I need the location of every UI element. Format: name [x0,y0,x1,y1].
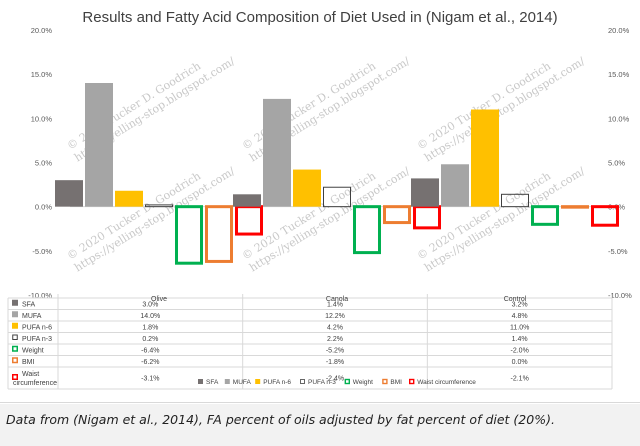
table-cell: -2.1% [511,376,529,383]
legend-label: PUFA n-3 [308,379,336,386]
table-cell: 0.0% [512,359,528,366]
y-tick-right: 20.0% [608,26,630,35]
watermark-layer: © 2020 Tucker D. Goodrich https://yelling… [65,54,588,274]
chart-title: Results and Fatty Acid Composition of Di… [82,9,557,26]
bar [413,205,441,230]
bar [383,205,411,225]
legend-swatch [300,379,305,384]
table-cell: 2.2% [327,336,343,343]
legend-swatch [382,378,388,385]
bar [115,190,143,207]
y-tick-left: 15.0% [31,70,53,79]
bar [175,205,203,265]
y-tick-left: 20.0% [31,26,53,35]
bar [441,164,469,207]
chart-svg: Results and Fatty Acid Composition of Di… [7,9,632,390]
bar [55,180,83,207]
y-tick-right: 15.0% [608,70,630,79]
row-label: MUFA [22,313,42,320]
legend-swatch [409,378,415,385]
legend-swatch [255,379,261,384]
bar [293,169,321,207]
legend-label: MUFA [233,379,252,386]
table-cell: 3.0% [142,301,158,308]
y-tick-left: 5.0% [35,159,52,168]
bar [145,204,173,208]
table-cell: 3.2% [512,301,528,308]
table-cell: -1.8% [326,359,344,366]
table-cell: 11.0% [510,324,529,331]
legend-label: SFA [206,379,219,386]
row-label: Waist [22,371,39,378]
data-table: Olive Canola Control SFA 3.0% 1.4% 3.2% MUFA 14.… [7,294,613,390]
table-cell: 1.4% [512,336,528,343]
table-cell: -5.2% [326,347,344,354]
row-swatch [12,374,18,380]
table-cell: 12.2% [325,313,345,320]
row-label: PUFA n-6 [22,324,52,331]
y-tick-right: -10.0% [608,291,632,300]
y-tick-left: 10.0% [31,114,53,123]
table-cell: -6.2% [141,359,159,366]
bar [501,193,529,208]
chart-frame: Results and Fatty Acid Composition of Di… [0,9,640,403]
row-label: circumference [13,380,57,387]
y-tick-left: 0.0% [35,203,52,212]
bar [85,83,113,207]
watermark: © 2020 Tucker D. Goodrichhttps://yelling… [415,54,588,164]
y-tick-left: -10.0% [28,291,52,300]
y-tick-left: -5.0% [32,247,52,256]
row-swatch [12,357,18,364]
table-cell: -2.4% [326,376,344,383]
bars-layer [55,83,619,265]
table-cell: 1.8% [142,324,158,331]
caption-band [0,404,640,446]
row-label: PUFA n-3 [22,336,52,343]
row-swatch [12,299,18,306]
watermark-text: https://yelling-stop.blogspot.com/ [422,54,587,164]
row-label: Weight [22,347,44,354]
legend-label: Weight [353,379,373,386]
bar [323,186,351,208]
bar [591,205,619,227]
legend-label: PUFA n-6 [263,379,291,386]
bar [233,194,261,207]
table-cell: 4.2% [327,324,343,331]
bar [263,98,291,207]
watermark-text: © 2020 Tucker D. Goodrich [240,59,378,152]
row-swatch [12,322,18,329]
category-label: Canola [326,296,348,303]
bar [471,109,499,207]
caption: Data from (Nigam et al., 2014), FA perce… [6,412,555,427]
row-label: SFA [22,301,36,308]
legend-label: Waist circumference [417,379,476,386]
legend-label: BMI [390,379,402,386]
y-tick-right: -5.0% [608,247,628,256]
row-swatch [12,334,18,340]
bar [205,205,233,263]
table-cell: 14.0% [140,313,160,320]
legend: SFA MUFA PUFA n-6 PUFA n-3 Weight BMI Waist ci… [198,378,476,386]
bar [531,205,559,226]
category-label: Olive [151,296,167,303]
y-tick-right: 5.0% [608,159,625,168]
y-tick-right: 10.0% [608,114,630,123]
bar [353,205,381,255]
legend-swatch [198,379,203,384]
legend-swatch [344,378,350,385]
row-swatch [12,311,18,318]
table-cell: 0.2% [142,336,158,343]
table-cell: 4.8% [512,313,528,320]
table-cell: 1.4% [327,301,343,308]
table-cell: -2.0% [511,347,529,354]
legend-swatch [224,379,230,384]
row-label: BMI [22,359,35,366]
table-cell: -3.1% [141,376,159,383]
category-label: Control [504,296,527,303]
table-cell: -6.4% [141,347,159,354]
bar [235,205,263,236]
bar [411,178,439,207]
row-swatch [12,345,18,352]
bar [561,205,589,209]
